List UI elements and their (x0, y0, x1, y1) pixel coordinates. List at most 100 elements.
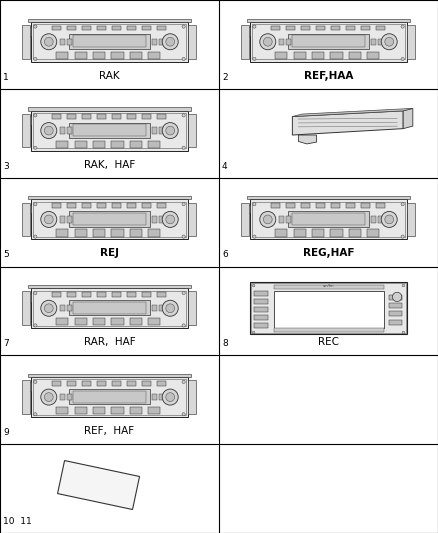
Bar (250, 199, 407, 239)
Bar (69, 212, 150, 227)
Bar (279, 38, 284, 45)
Bar (26, 382, 31, 391)
Polygon shape (57, 461, 140, 510)
Polygon shape (293, 111, 403, 135)
Bar (31, 22, 188, 62)
Bar (254, 298, 268, 304)
Bar (407, 203, 415, 236)
Circle shape (182, 25, 185, 28)
Bar (31, 110, 188, 150)
Bar (142, 203, 151, 208)
Bar (82, 115, 91, 119)
Circle shape (182, 58, 185, 61)
Bar (152, 127, 157, 134)
Bar (97, 203, 106, 208)
Bar (73, 124, 146, 136)
Bar (127, 292, 136, 297)
Bar (371, 38, 376, 45)
Bar (349, 52, 361, 59)
Bar (127, 203, 136, 208)
Bar (74, 141, 87, 148)
Bar (148, 318, 160, 326)
Bar (188, 205, 193, 213)
Circle shape (166, 393, 175, 401)
Bar (188, 203, 196, 236)
Circle shape (182, 146, 185, 149)
Bar (82, 292, 91, 297)
Circle shape (34, 324, 37, 327)
Bar (111, 52, 124, 59)
Bar (349, 229, 361, 237)
Bar (288, 212, 369, 227)
Bar (188, 294, 193, 302)
Bar (67, 381, 76, 386)
Bar (112, 292, 121, 297)
Bar (52, 115, 61, 119)
Bar (82, 381, 91, 386)
Bar (56, 229, 68, 237)
Text: 2: 2 (222, 73, 228, 82)
Bar (274, 290, 384, 328)
Bar (301, 26, 310, 30)
Bar (361, 26, 370, 30)
Bar (148, 52, 160, 59)
Bar (251, 283, 406, 334)
Bar (152, 305, 157, 311)
Bar (157, 381, 166, 386)
Bar (26, 205, 31, 213)
Bar (112, 115, 121, 119)
Bar (346, 26, 355, 30)
Bar (286, 216, 291, 223)
Bar (292, 213, 365, 225)
Text: REC: REC (318, 337, 339, 348)
Bar (26, 27, 31, 36)
Bar (67, 26, 76, 30)
Bar (60, 216, 65, 223)
Circle shape (44, 304, 53, 313)
Circle shape (34, 25, 37, 28)
Circle shape (385, 37, 394, 46)
Bar (378, 38, 383, 45)
Bar (346, 203, 355, 208)
Bar (52, 203, 61, 208)
Polygon shape (293, 108, 413, 117)
Circle shape (34, 114, 37, 117)
Circle shape (41, 389, 57, 405)
Bar (22, 380, 30, 414)
Bar (245, 27, 250, 36)
Circle shape (253, 25, 256, 28)
Circle shape (166, 215, 175, 224)
Circle shape (401, 25, 404, 28)
Bar (73, 302, 146, 314)
Bar (293, 52, 306, 59)
Bar (252, 202, 405, 237)
Bar (188, 292, 196, 325)
Bar (378, 216, 383, 223)
Bar (73, 213, 146, 225)
Bar (111, 318, 124, 326)
Bar (316, 26, 325, 30)
Bar (286, 38, 291, 45)
Circle shape (182, 324, 185, 327)
Bar (56, 52, 68, 59)
Circle shape (34, 146, 37, 149)
Text: 5: 5 (3, 251, 9, 260)
Bar (142, 381, 151, 386)
Bar (275, 52, 287, 59)
Bar (67, 115, 76, 119)
Bar (33, 290, 186, 326)
Bar (407, 205, 412, 213)
Bar (330, 52, 343, 59)
Bar (97, 115, 106, 119)
Circle shape (166, 304, 175, 313)
Circle shape (44, 393, 53, 401)
Bar (93, 318, 105, 326)
Bar (97, 292, 106, 297)
Circle shape (392, 292, 402, 302)
Bar (22, 292, 30, 325)
Circle shape (253, 203, 256, 206)
Circle shape (182, 203, 185, 206)
Bar (241, 203, 249, 236)
Circle shape (34, 292, 37, 295)
Text: 7: 7 (3, 340, 9, 349)
